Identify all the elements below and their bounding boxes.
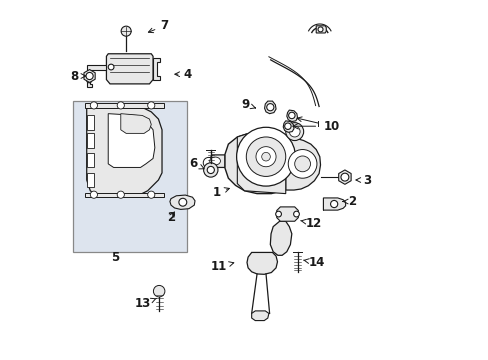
Polygon shape bbox=[251, 311, 268, 320]
Text: 6: 6 bbox=[189, 157, 203, 170]
Circle shape bbox=[284, 123, 290, 130]
Circle shape bbox=[289, 126, 300, 137]
Polygon shape bbox=[108, 114, 155, 167]
Circle shape bbox=[117, 102, 124, 109]
Polygon shape bbox=[224, 133, 298, 194]
Text: 7: 7 bbox=[148, 19, 168, 33]
Text: 11: 11 bbox=[211, 260, 233, 273]
Ellipse shape bbox=[209, 157, 220, 165]
Circle shape bbox=[294, 156, 310, 172]
Circle shape bbox=[203, 163, 218, 177]
Text: 13: 13 bbox=[135, 297, 156, 310]
Circle shape bbox=[86, 78, 92, 83]
Text: 2: 2 bbox=[342, 195, 356, 208]
Circle shape bbox=[90, 191, 97, 198]
Polygon shape bbox=[246, 252, 277, 274]
Polygon shape bbox=[169, 195, 195, 210]
Text: 10: 10 bbox=[296, 117, 339, 133]
Circle shape bbox=[207, 166, 214, 174]
Polygon shape bbox=[84, 69, 95, 82]
Polygon shape bbox=[286, 110, 297, 122]
Polygon shape bbox=[338, 170, 350, 184]
Polygon shape bbox=[86, 105, 162, 196]
Circle shape bbox=[121, 26, 131, 36]
Circle shape bbox=[261, 152, 270, 161]
Polygon shape bbox=[316, 26, 325, 33]
Polygon shape bbox=[86, 64, 106, 87]
Text: 14: 14 bbox=[303, 256, 325, 269]
Polygon shape bbox=[276, 207, 298, 221]
Polygon shape bbox=[87, 134, 94, 148]
Polygon shape bbox=[153, 58, 160, 80]
Text: 4: 4 bbox=[175, 68, 191, 81]
Circle shape bbox=[203, 157, 214, 168]
Text: 8: 8 bbox=[70, 69, 85, 82]
Polygon shape bbox=[264, 101, 276, 114]
Polygon shape bbox=[106, 54, 153, 84]
Text: 12: 12 bbox=[300, 216, 322, 230]
Text: 1: 1 bbox=[213, 186, 229, 199]
Polygon shape bbox=[87, 153, 94, 167]
Circle shape bbox=[86, 72, 93, 80]
Polygon shape bbox=[285, 138, 320, 190]
Circle shape bbox=[285, 123, 303, 140]
Text: 5: 5 bbox=[111, 251, 119, 264]
Polygon shape bbox=[283, 121, 293, 132]
Circle shape bbox=[317, 27, 323, 32]
FancyBboxPatch shape bbox=[73, 101, 187, 252]
Text: 9: 9 bbox=[241, 98, 255, 111]
Polygon shape bbox=[87, 173, 94, 187]
Circle shape bbox=[293, 211, 299, 217]
Polygon shape bbox=[237, 133, 285, 194]
Circle shape bbox=[179, 198, 186, 206]
Polygon shape bbox=[85, 193, 163, 197]
Circle shape bbox=[117, 191, 124, 198]
Polygon shape bbox=[208, 155, 224, 167]
Circle shape bbox=[236, 127, 295, 186]
Circle shape bbox=[147, 191, 155, 198]
Circle shape bbox=[330, 201, 337, 208]
Polygon shape bbox=[121, 114, 151, 134]
Polygon shape bbox=[270, 221, 291, 255]
Circle shape bbox=[266, 104, 273, 111]
Circle shape bbox=[147, 102, 155, 109]
Circle shape bbox=[108, 64, 114, 70]
Text: 2: 2 bbox=[166, 211, 175, 224]
Circle shape bbox=[287, 149, 316, 178]
Circle shape bbox=[90, 102, 97, 109]
Circle shape bbox=[340, 173, 348, 181]
Circle shape bbox=[275, 211, 281, 217]
Polygon shape bbox=[85, 103, 163, 108]
Polygon shape bbox=[323, 198, 345, 210]
Circle shape bbox=[255, 147, 276, 167]
Polygon shape bbox=[87, 116, 94, 130]
Circle shape bbox=[288, 112, 294, 119]
Text: 3: 3 bbox=[355, 174, 370, 186]
Circle shape bbox=[153, 285, 164, 297]
Circle shape bbox=[246, 137, 285, 176]
